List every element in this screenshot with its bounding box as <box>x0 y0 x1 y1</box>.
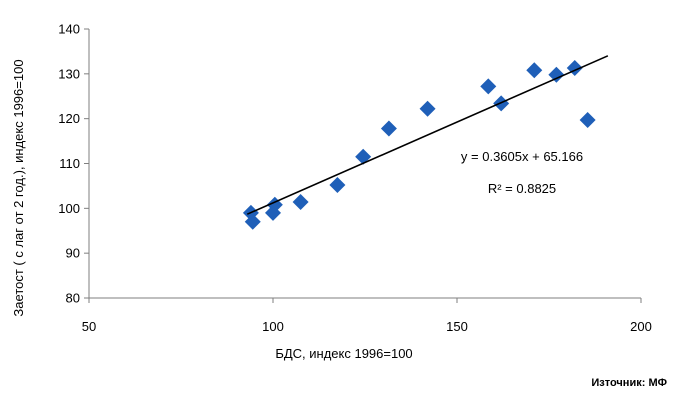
tick-marks <box>84 28 642 303</box>
data-point <box>329 177 346 194</box>
data-point <box>526 62 543 79</box>
x-axis-title: БДС, индекс 1996=100 <box>275 346 412 361</box>
trendline-equation: y = 0.3605x + 65.166 <box>461 149 583 164</box>
data-point <box>579 112 596 129</box>
y-axis-title: Заетост ( с лаг от 2 год.), индекс 1996=… <box>11 59 26 316</box>
trendline <box>246 55 609 215</box>
trendline-layer <box>246 55 609 215</box>
data-point <box>244 213 261 230</box>
trendline-r-squared: R² = 0.8825 <box>488 181 556 196</box>
y-tick-label: 80 <box>66 291 80 306</box>
data-point <box>480 78 497 95</box>
y-tick-label: 90 <box>66 246 80 261</box>
y-tick-label: 140 <box>58 22 80 37</box>
data-points <box>242 60 596 230</box>
data-point <box>548 66 565 83</box>
data-point <box>292 194 309 211</box>
data-point <box>419 100 436 117</box>
data-point <box>355 148 372 165</box>
y-tick-label: 120 <box>58 111 80 126</box>
x-tick-label: 200 <box>630 319 652 334</box>
data-point <box>380 120 397 137</box>
y-tick-label: 110 <box>59 156 80 171</box>
x-tick-label: 150 <box>446 319 468 334</box>
x-tick-label: 50 <box>82 319 96 334</box>
x-tick-label: 100 <box>262 319 284 334</box>
y-tick-label: 100 <box>58 201 80 216</box>
tick-labels: 80 90 100 110 120 130 140 50 100 150 200 <box>58 22 652 335</box>
y-tick-label: 130 <box>58 66 80 81</box>
source-note: Източник: МФ <box>591 377 667 389</box>
